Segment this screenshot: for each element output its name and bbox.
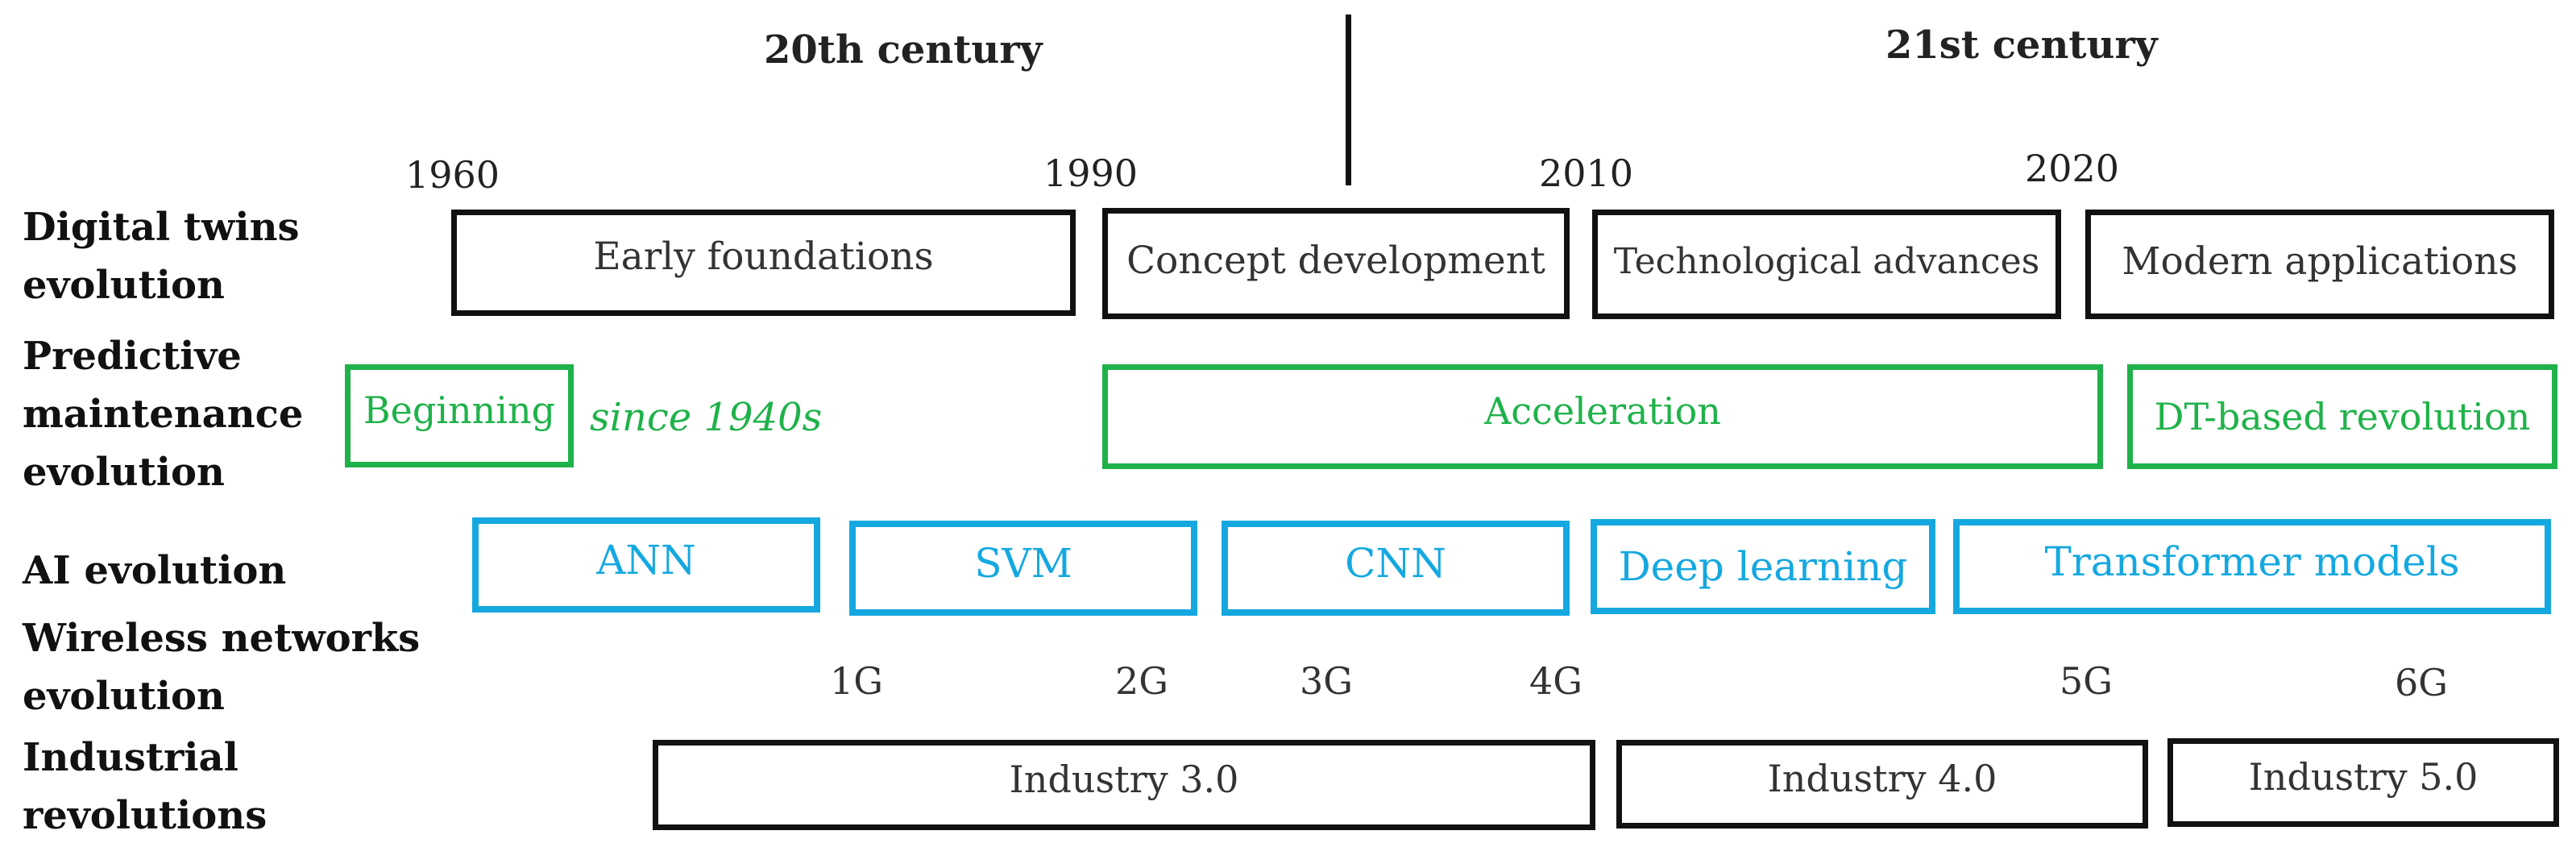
century-21st-label: 21st century xyxy=(1885,23,2158,68)
year-1990: 1990 xyxy=(1043,152,1139,195)
row-label-industrial: Industrial revolutions xyxy=(23,729,267,845)
century-20th-label: 20th century xyxy=(764,27,1043,73)
pm-acceleration-box: Acceleration xyxy=(1102,364,2103,469)
industry-3-box: Industry 3.0 xyxy=(653,740,1595,830)
row-label-predictive-line2: maintenance xyxy=(23,392,304,437)
row-label-predictive-maintenance: Predictive maintenance evolution xyxy=(23,327,303,501)
dt-early-foundations-box: Early foundations xyxy=(451,210,1076,316)
wireless-3g: 3G xyxy=(1300,659,1354,703)
pm-dt-revolution-box: DT-based revolution xyxy=(2127,364,2557,469)
row-label-industrial-line2: revolutions xyxy=(23,793,268,838)
pm-beginning-box: Beginning xyxy=(345,364,574,467)
year-2020: 2020 xyxy=(2025,147,2120,190)
ai-transformer-box: Transformer models xyxy=(1953,519,2551,614)
century-divider xyxy=(1346,15,1351,185)
row-label-wireless-line2: evolution xyxy=(23,674,225,719)
dt-technological-advances-box: Technological advances xyxy=(1592,210,2061,319)
wireless-2g: 2G xyxy=(1115,659,1169,703)
row-label-predictive-line3: evolution xyxy=(23,450,225,495)
industry-4-box: Industry 4.0 xyxy=(1616,740,2148,829)
row-label-digital-twins-line2: evolution xyxy=(23,263,225,308)
row-label-predictive-line1: Predictive xyxy=(23,334,242,379)
ai-svm-box: SVM xyxy=(849,521,1197,616)
wireless-1g: 1G xyxy=(830,659,884,703)
row-label-digital-twins: Digital twins evolution xyxy=(23,198,300,314)
row-label-ai: AI evolution xyxy=(23,548,287,593)
wireless-6g: 6G xyxy=(2395,661,2449,704)
wireless-5g: 5G xyxy=(2060,659,2113,703)
row-label-wireless-line1: Wireless networks xyxy=(23,616,421,661)
ai-deep-learning-box: Deep learning xyxy=(1591,519,1935,614)
ai-cnn-box: CNN xyxy=(1222,521,1570,616)
year-1960: 1960 xyxy=(405,153,500,197)
pm-since-1940s-note: since 1940s xyxy=(590,395,823,440)
wireless-4g: 4G xyxy=(1529,659,1583,703)
dt-concept-development-box: Concept development xyxy=(1102,208,1570,319)
industry-5-box: Industry 5.0 xyxy=(2167,738,2559,827)
row-label-digital-twins-line1: Digital twins xyxy=(23,205,300,250)
dt-modern-applications-box: Modern applications xyxy=(2085,210,2554,319)
year-2010: 2010 xyxy=(1539,152,1634,195)
row-label-industrial-line1: Industrial xyxy=(23,735,239,780)
ai-ann-box: ANN xyxy=(472,517,820,613)
row-label-wireless: Wireless networks evolution xyxy=(23,609,420,725)
